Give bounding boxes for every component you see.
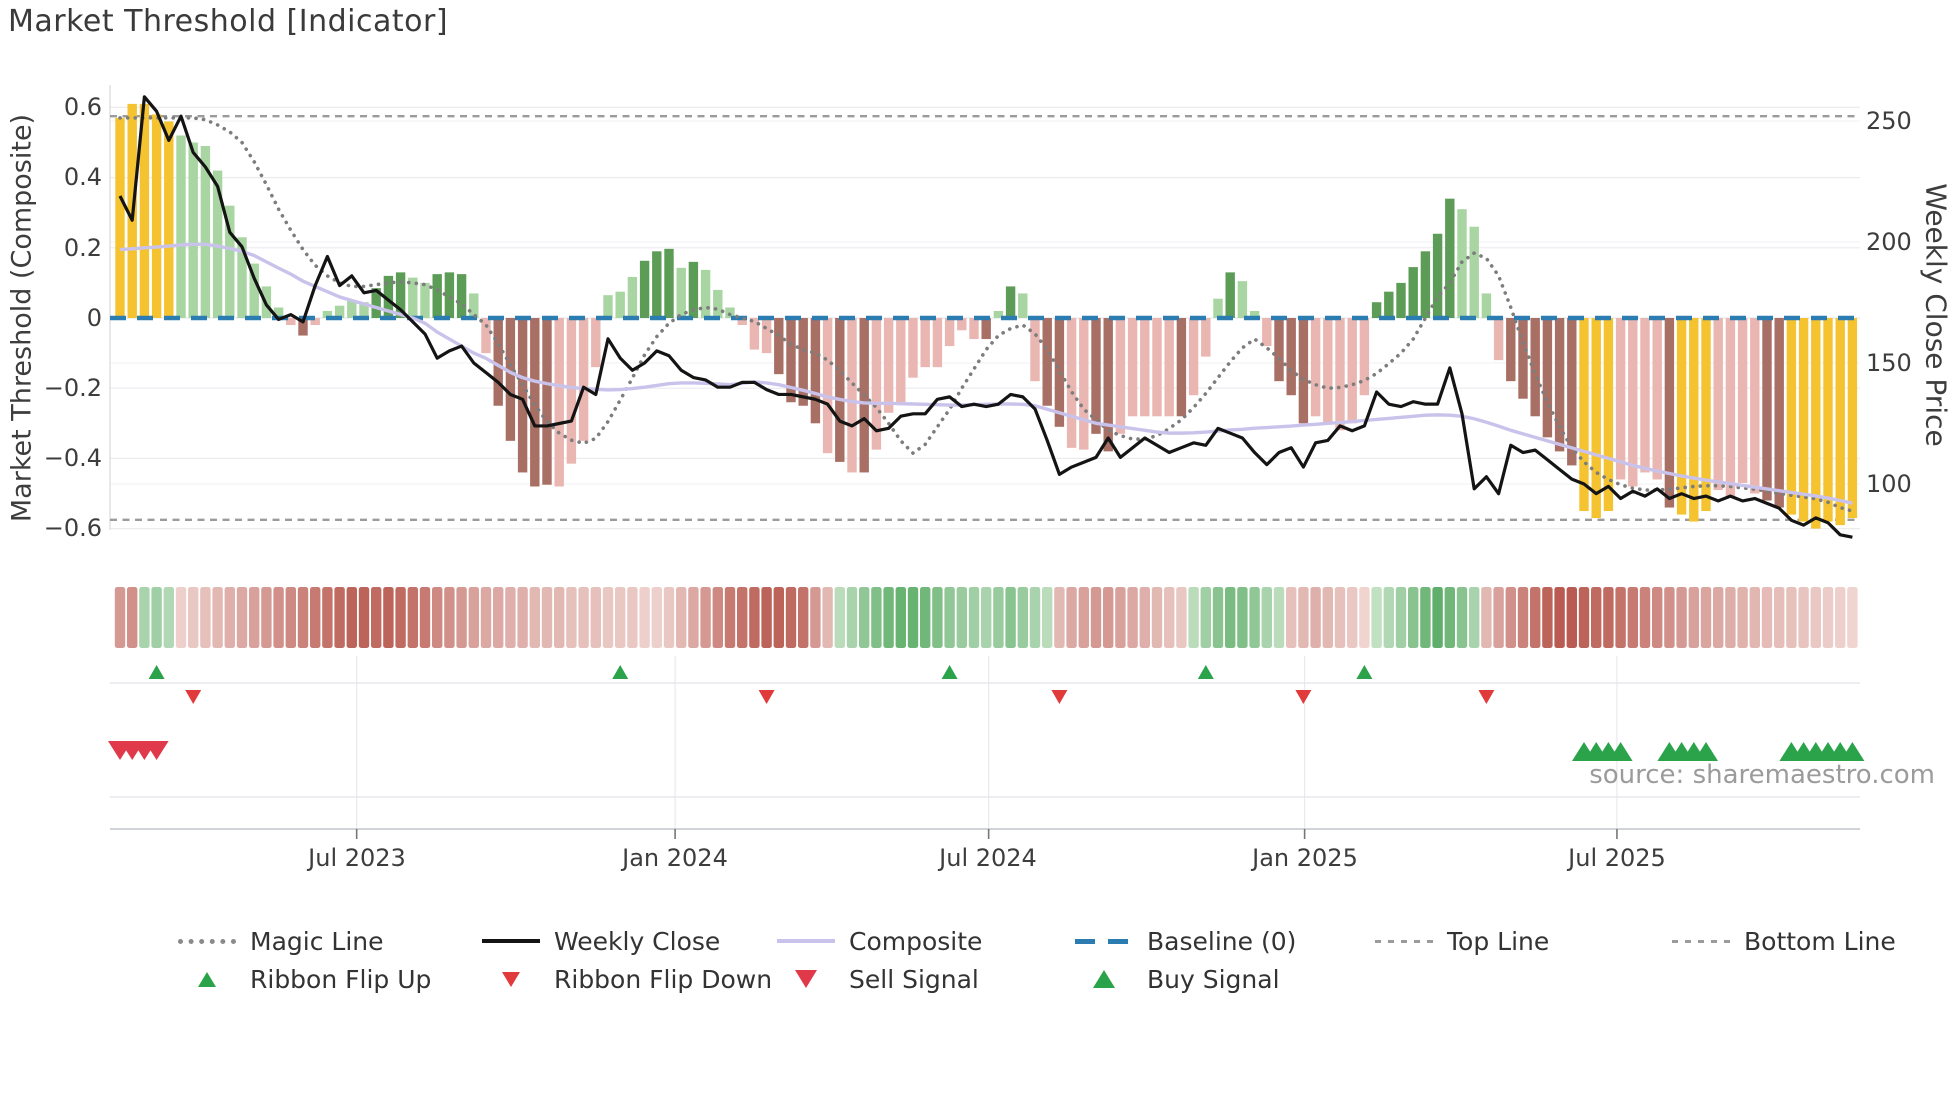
right-tick-150: 150 xyxy=(1866,349,1912,377)
magic-line-swatch-icon xyxy=(178,938,236,944)
legend-label: Baseline (0) xyxy=(1147,926,1297,956)
x-tick-jul-2023: Jul 2023 xyxy=(308,844,406,872)
legend-item-bottom-line: Bottom Line xyxy=(1672,924,1896,958)
weekly-close-swatch-icon xyxy=(482,939,540,943)
right-tick-200: 200 xyxy=(1866,228,1912,256)
legend-label: Magic Line xyxy=(250,926,384,956)
ribbon-flip-down-icon xyxy=(482,971,540,987)
left-tick--0.4: −0.4 xyxy=(43,444,102,472)
x-tick-jul-2025: Jul 2025 xyxy=(1568,844,1666,872)
legend-label: Sell Signal xyxy=(849,964,979,994)
sell-signal-markers xyxy=(108,741,169,760)
left-tick-0.6: 0.6 xyxy=(63,93,102,121)
left-tick-0: 0 xyxy=(86,304,102,332)
baseline-swatch-icon xyxy=(1075,938,1133,944)
legend-label: Ribbon Flip Up xyxy=(250,964,432,994)
ribbon-flip-down-markers xyxy=(185,690,1495,704)
page-title: Market Threshold [Indicator] xyxy=(8,4,449,39)
legend-item-weekly-close: Weekly Close xyxy=(482,924,720,958)
x-tick-jan-2024: Jan 2024 xyxy=(622,844,728,872)
legend-label: Bottom Line xyxy=(1744,926,1896,956)
left-tick-0.2: 0.2 xyxy=(63,234,102,262)
sell-signal-icon xyxy=(777,970,835,988)
left-tick--0.2: −0.2 xyxy=(43,374,102,402)
magic-line xyxy=(118,116,1855,513)
buy-signal-markers xyxy=(1572,742,1865,761)
source-note: source: sharemaestro.com xyxy=(1589,760,1935,790)
composite-swatch-icon xyxy=(777,939,835,943)
legend-item-sell-signal: Sell Signal xyxy=(777,962,979,996)
legend-item-ribbon-flip-down: Ribbon Flip Down xyxy=(482,962,772,996)
legend-item-buy-signal: Buy Signal xyxy=(1075,962,1280,996)
legend-label: Composite xyxy=(849,926,983,956)
legend-label: Buy Signal xyxy=(1147,964,1280,994)
legend-item-baseline: Baseline (0) xyxy=(1075,924,1296,958)
top-line-swatch-icon xyxy=(1375,939,1433,943)
left-tick--0.6: −0.6 xyxy=(43,514,102,542)
x-tick-jan-2025: Jan 2025 xyxy=(1252,844,1358,872)
legend-label: Weekly Close xyxy=(554,926,721,956)
right-tick-100: 100 xyxy=(1866,470,1912,498)
legend-item-top-line: Top Line xyxy=(1375,924,1549,958)
panel-separators xyxy=(110,682,1860,839)
ribbon-flip-up-icon xyxy=(178,971,236,987)
ribbon-flip-up-markers xyxy=(148,665,1373,679)
x-tick-jul-2024: Jul 2024 xyxy=(939,844,1037,872)
legend-item-magic-line: Magic Line xyxy=(178,924,384,958)
right-axis-label: Weekly Close Price xyxy=(1919,183,1953,447)
momentum-ribbon xyxy=(114,587,1858,648)
legend-label: Top Line xyxy=(1447,926,1550,956)
bottom-line-swatch-icon xyxy=(1672,939,1730,943)
legend-item-composite: Composite xyxy=(777,924,982,958)
top-bottom-lines xyxy=(110,114,1860,522)
legend-label: Ribbon Flip Down xyxy=(554,964,773,994)
left-tick-0.4: 0.4 xyxy=(63,163,102,191)
buy-signal-icon xyxy=(1075,970,1133,988)
legend-item-ribbon-flip-up: Ribbon Flip Up xyxy=(178,962,431,996)
weekly-close-line xyxy=(118,95,1853,539)
right-tick-250: 250 xyxy=(1866,107,1912,135)
